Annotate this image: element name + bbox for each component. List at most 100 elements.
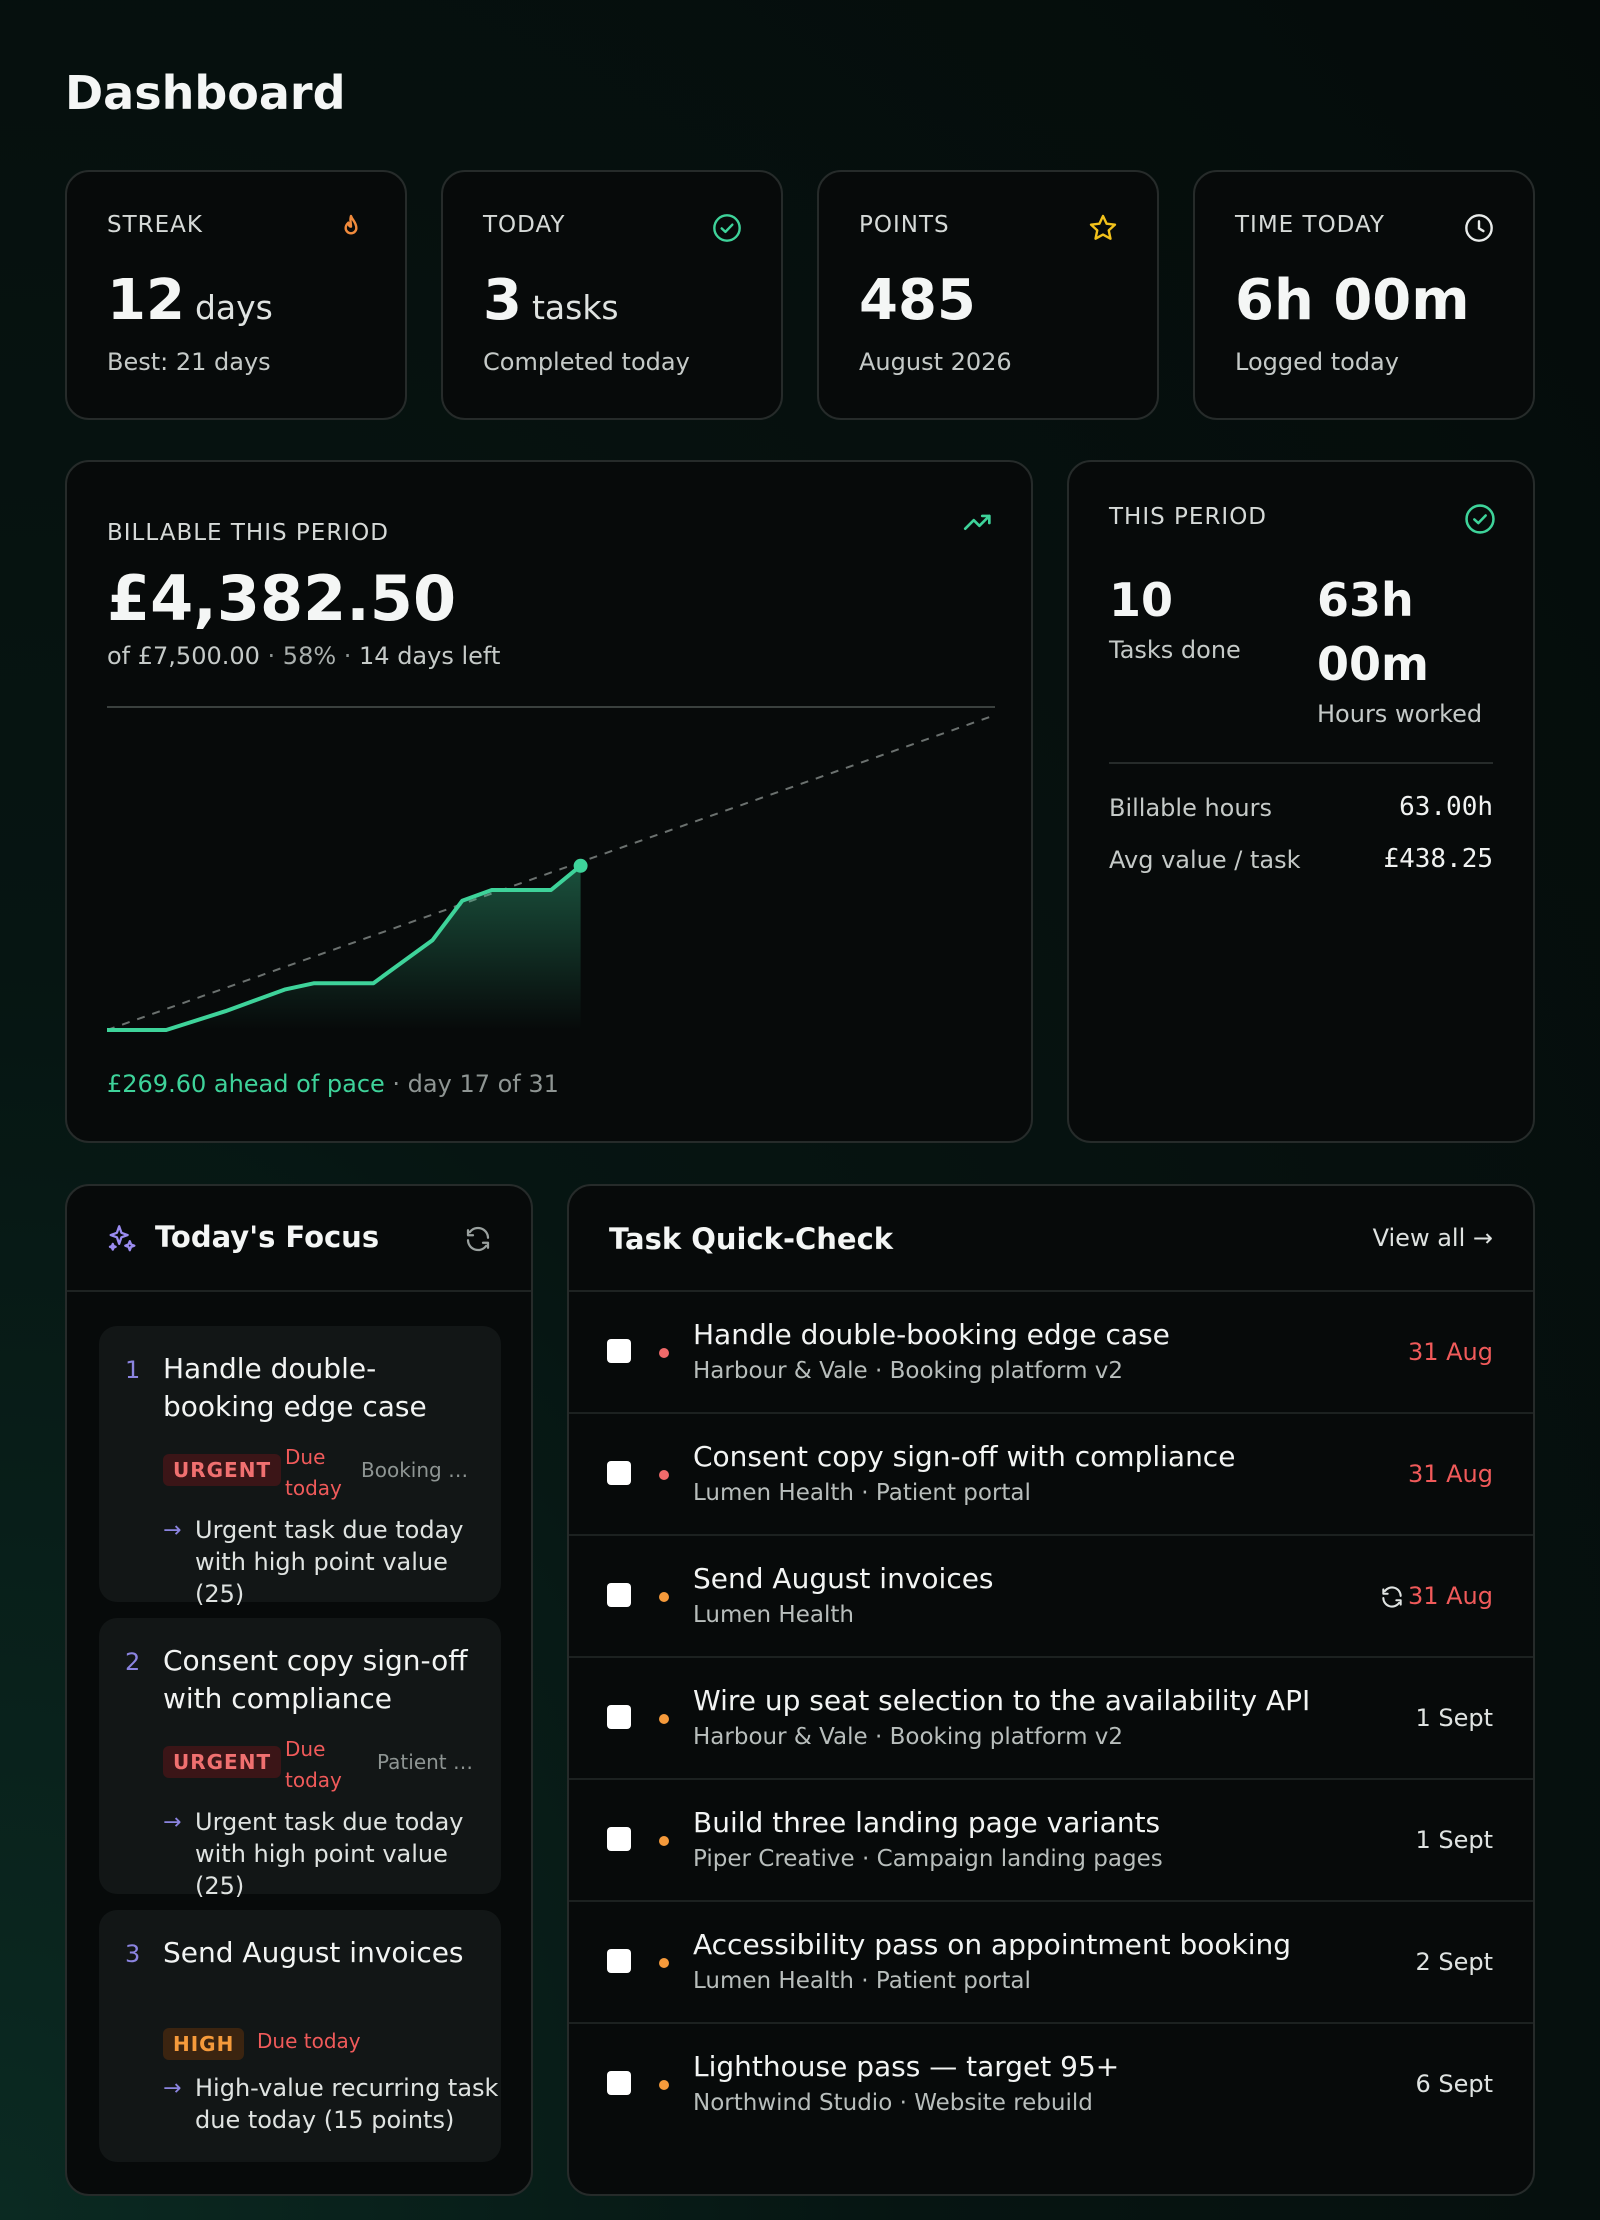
priority-badge: URGENT	[163, 1746, 282, 1778]
task-checkbox[interactable]	[607, 1461, 631, 1485]
task-due-date: 31 Aug	[1407, 1460, 1493, 1488]
focus-index: 3	[125, 1940, 141, 1968]
task-due-date: 6 Sept	[1415, 2070, 1493, 2098]
billable-label: BILLABLE THIS PERIOD	[107, 520, 389, 546]
today-value: 3 tasks	[483, 268, 619, 333]
task-row[interactable]: Send August invoices Lumen Health 31 Aug	[569, 1536, 1533, 1658]
focus-item[interactable]: 1 Handle double-booking edge case URGENT…	[99, 1326, 501, 1608]
priority-dot	[659, 1348, 669, 1358]
streak-label: STREAK	[107, 212, 203, 238]
focus-index: 2	[125, 1648, 141, 1676]
task-row[interactable]: Wire up seat selection to the availabili…	[569, 1658, 1533, 1780]
task-subtitle: Harbour & Vale · Booking platform v2	[693, 1724, 1124, 1750]
focus-item[interactable]: 2 Consent copy sign-off with compliance …	[99, 1618, 501, 1900]
recurring-icon	[1382, 1586, 1402, 1608]
priority-dot	[659, 1836, 669, 1846]
billable-hours-label: Billable hours	[1109, 794, 1272, 822]
tasks-done-label: Tasks done	[1109, 636, 1241, 664]
focus-index: 1	[125, 1356, 141, 1384]
due-label: Due today	[257, 2029, 361, 2053]
billable-amount: £4,382.50	[107, 562, 457, 635]
check-circle-icon	[1465, 504, 1495, 534]
focus-task-title: Handle double-booking edge case	[163, 1352, 427, 1423]
task-due-date: 2 Sept	[1415, 1948, 1493, 1976]
due-label: Due today	[285, 1737, 342, 1792]
today-label: TODAY	[483, 212, 566, 238]
trending-up-icon	[963, 514, 991, 531]
task-row[interactable]: Build three landing page variants Piper C…	[569, 1780, 1533, 1902]
today-sub: Completed today	[483, 348, 690, 376]
time-today-label: TIME TODAY	[1235, 212, 1385, 238]
refresh-icon[interactable]	[463, 1224, 493, 1254]
priority-dot	[659, 1470, 669, 1480]
project-label: Patient p...	[377, 1750, 481, 1774]
priority-badge: HIGH	[163, 2028, 245, 2060]
task-subtitle: Lumen Health	[693, 1602, 854, 1628]
hours-worked-label: Hours worked	[1317, 700, 1483, 728]
task-checkbox[interactable]	[607, 1827, 631, 1851]
task-row[interactable]: Handle double-booking edge case Harbour &…	[569, 1292, 1533, 1414]
task-due-date: 1 Sept	[1415, 1704, 1493, 1732]
billable-hours-value: 63.00h	[1399, 792, 1493, 822]
ahead-of-pace: £269.60 ahead of pace	[107, 1070, 385, 1098]
flame-icon	[344, 214, 358, 235]
clock-icon	[1465, 214, 1493, 242]
task-subtitle: Lumen Health · Patient portal	[693, 1480, 1031, 1506]
task-subtitle: Harbour & Vale · Booking platform v2	[693, 1358, 1124, 1384]
avg-value-value: £438.25	[1383, 844, 1493, 874]
task-title: Lighthouse pass — target 95+	[693, 2050, 1120, 2083]
task-checkbox[interactable]	[607, 1583, 631, 1607]
task-checkbox[interactable]	[607, 1949, 631, 1973]
task-quick-check-card: Task Quick-Check View all → Handle doubl…	[567, 1184, 1535, 2196]
billable-subline: of £7,500.00 · 58% · 14 days left	[107, 642, 501, 670]
check-circle-icon	[713, 214, 741, 242]
points-label: POINTS	[859, 212, 950, 238]
task-due-date: 1 Sept	[1415, 1826, 1493, 1854]
streak-sub: Best: 21 days	[107, 348, 271, 376]
arrow-right-icon: →	[163, 2076, 182, 2101]
focus-reason: High-value recurring task due today (15 …	[195, 2074, 499, 2134]
arrow-right-icon: →	[163, 1518, 182, 1543]
priority-badge: URGENT	[163, 1454, 282, 1486]
pace-line	[107, 714, 995, 1031]
points-card: POINTS 485 August 2026	[817, 170, 1159, 420]
task-title: Build three landing page variants	[693, 1806, 1161, 1839]
page-title: Dashboard	[65, 66, 346, 120]
streak-value: 12 days	[107, 268, 273, 333]
streak-card: STREAK 12 days Best: 21 days	[65, 170, 407, 420]
points-value: 485	[859, 268, 976, 333]
priority-dot	[659, 1958, 669, 1968]
sparkles-icon	[108, 1225, 136, 1252]
billable-area	[107, 865, 581, 1030]
task-row[interactable]: Consent copy sign-off with compliance Lum…	[569, 1414, 1533, 1536]
billable-series-line	[107, 863, 583, 1032]
focus-reason: Urgent task due today with high point va…	[195, 1516, 464, 1608]
view-all-link[interactable]: View all →	[1372, 1224, 1493, 1252]
tasks-title: Task Quick-Check	[609, 1222, 894, 1256]
task-checkbox[interactable]	[607, 1705, 631, 1729]
task-checkbox[interactable]	[607, 1339, 631, 1363]
pace-footer: £269.60 ahead of pace · day 17 of 31	[107, 1070, 559, 1098]
task-title: Accessibility pass on appointment bookin…	[693, 1928, 1291, 1961]
focus-reason: Urgent task due today with high point va…	[195, 1808, 464, 1900]
due-label: Due today	[285, 1445, 342, 1500]
current-point	[573, 858, 588, 873]
arrow-right-icon: →	[163, 1810, 182, 1835]
task-row[interactable]: Accessibility pass on appointment bookin…	[569, 1902, 1533, 2024]
project-label: Booking pl...	[361, 1458, 479, 1482]
focus-item[interactable]: 3 Send August invoices HIGH Due today → …	[99, 1910, 501, 2162]
task-row[interactable]: Lighthouse pass — target 95+ Northwind St…	[569, 2024, 1533, 2146]
tasks-header-divider	[569, 1290, 1533, 1292]
period-divider	[1109, 762, 1493, 764]
task-checkbox[interactable]	[607, 2071, 631, 2095]
task-subtitle: Piper Creative · Campaign landing pages	[693, 1846, 1163, 1872]
todays-focus-card: Today's Focus 1 Handle double-booking ed…	[65, 1184, 533, 2196]
hours-worked-value: 63h 00m	[1317, 573, 1429, 691]
today-card: TODAY 3 tasks Completed today	[441, 170, 783, 420]
task-due-date: 31 Aug	[1407, 1338, 1493, 1366]
priority-dot	[659, 1592, 669, 1602]
task-subtitle: Northwind Studio · Website rebuild	[693, 2090, 1093, 2116]
billable-card: BILLABLE THIS PERIOD £4,382.50 of £7,500…	[65, 460, 1033, 1143]
period-label: THIS PERIOD	[1109, 504, 1268, 530]
focus-task-title: Consent copy sign-off with compliance	[163, 1644, 468, 1715]
